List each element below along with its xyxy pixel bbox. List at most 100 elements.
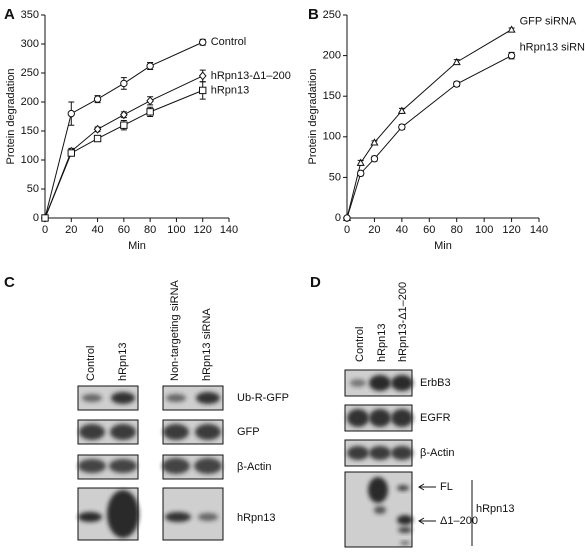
x-tick-label: 60 bbox=[118, 224, 130, 236]
y-axis-label: Protein degradation bbox=[307, 68, 319, 164]
y-tick-label: 250 bbox=[21, 67, 39, 79]
series-line bbox=[346, 29, 512, 219]
row-label: β-Actin bbox=[237, 461, 271, 473]
y-tick-label: 0 bbox=[33, 212, 39, 224]
band bbox=[391, 409, 413, 427]
x-tick-label: 40 bbox=[91, 224, 103, 236]
marker bbox=[120, 121, 128, 129]
lane-label: hRpn13-Δ1–200 bbox=[397, 282, 409, 362]
marker bbox=[398, 123, 406, 131]
row-label: β-Actin bbox=[420, 447, 454, 459]
band bbox=[368, 477, 388, 503]
row-label: EGFR bbox=[420, 412, 451, 424]
x-tick-label: 80 bbox=[144, 224, 156, 236]
x-tick-label: 100 bbox=[167, 224, 185, 236]
band bbox=[196, 392, 220, 404]
series-label: hRpn13 bbox=[211, 84, 250, 96]
lane-label: Non-targeting siRNA bbox=[169, 279, 181, 381]
y-tick-label: 200 bbox=[21, 96, 39, 108]
series-label: GFP siRNA bbox=[520, 16, 577, 28]
band bbox=[400, 541, 410, 545]
series-label: hRpn13 siRNA bbox=[520, 42, 585, 54]
band bbox=[162, 458, 190, 474]
band bbox=[398, 527, 412, 533]
band bbox=[78, 459, 106, 473]
marker bbox=[67, 109, 75, 118]
y-tick-label: 150 bbox=[323, 90, 341, 102]
row-label: GFP bbox=[237, 426, 260, 438]
marker bbox=[41, 214, 49, 222]
band-annotation: FL bbox=[440, 481, 453, 493]
y-tick-label: 50 bbox=[27, 183, 39, 195]
x-tick-label: 80 bbox=[451, 224, 463, 236]
marker bbox=[67, 149, 75, 157]
marker bbox=[93, 95, 102, 103]
lane-label: hRpn13 siRNA bbox=[201, 308, 213, 381]
x-axis-label: Min bbox=[434, 240, 452, 252]
marker bbox=[199, 38, 207, 46]
band bbox=[397, 485, 409, 491]
marker bbox=[507, 25, 516, 33]
band bbox=[107, 490, 139, 538]
band bbox=[195, 424, 221, 440]
x-tick-label: 140 bbox=[220, 224, 238, 236]
panel-label: A bbox=[4, 6, 15, 23]
band bbox=[198, 513, 218, 521]
band bbox=[166, 394, 186, 402]
x-tick-label: 100 bbox=[475, 224, 493, 236]
lane-label: Control bbox=[354, 327, 366, 362]
series-line bbox=[44, 75, 203, 219]
marker bbox=[452, 57, 461, 66]
marker bbox=[198, 71, 207, 81]
y-tick-label: 100 bbox=[323, 131, 341, 143]
x-tick-label: 20 bbox=[368, 224, 380, 236]
marker bbox=[453, 80, 461, 88]
band bbox=[391, 375, 413, 391]
x-tick-label: 0 bbox=[42, 224, 48, 236]
marker bbox=[146, 96, 155, 106]
series-label: Control bbox=[211, 36, 246, 48]
x-axis-label: Min bbox=[128, 240, 146, 252]
marker bbox=[343, 214, 351, 222]
marker bbox=[146, 108, 154, 116]
band bbox=[374, 506, 386, 514]
band bbox=[391, 446, 413, 460]
band bbox=[165, 512, 191, 522]
band bbox=[194, 458, 222, 474]
marker bbox=[397, 106, 406, 114]
arrow bbox=[418, 517, 436, 525]
band bbox=[82, 394, 102, 402]
y-tick-label: 300 bbox=[21, 38, 39, 50]
band bbox=[347, 409, 369, 427]
y-tick-label: 50 bbox=[329, 171, 341, 183]
x-tick-label: 120 bbox=[194, 224, 212, 236]
y-tick-label: 100 bbox=[21, 154, 39, 166]
marker bbox=[146, 62, 154, 70]
y-axis-label: Protein degradation bbox=[5, 68, 17, 164]
x-tick-label: 40 bbox=[396, 224, 408, 236]
marker bbox=[93, 124, 102, 134]
y-tick-label: 250 bbox=[323, 9, 341, 21]
band bbox=[350, 379, 366, 387]
panel-label: B bbox=[308, 6, 319, 23]
x-tick-label: 20 bbox=[65, 224, 77, 236]
panel-label: D bbox=[310, 274, 321, 291]
x-tick-label: 120 bbox=[502, 224, 520, 236]
row-label: Ub-R-GFP bbox=[237, 392, 289, 404]
marker bbox=[93, 134, 102, 143]
series-line bbox=[346, 55, 512, 219]
row-label: ErbB3 bbox=[420, 377, 451, 389]
band bbox=[347, 446, 369, 460]
band bbox=[369, 375, 391, 391]
series-line bbox=[44, 41, 203, 219]
x-tick-label: 60 bbox=[423, 224, 435, 236]
y-tick-label: 350 bbox=[21, 9, 39, 21]
series-line bbox=[44, 89, 203, 219]
marker bbox=[199, 86, 207, 95]
marker bbox=[370, 138, 379, 146]
y-tick-label: 200 bbox=[323, 50, 341, 62]
band bbox=[397, 515, 413, 525]
band bbox=[79, 424, 105, 440]
x-tick-label: 0 bbox=[344, 224, 350, 236]
